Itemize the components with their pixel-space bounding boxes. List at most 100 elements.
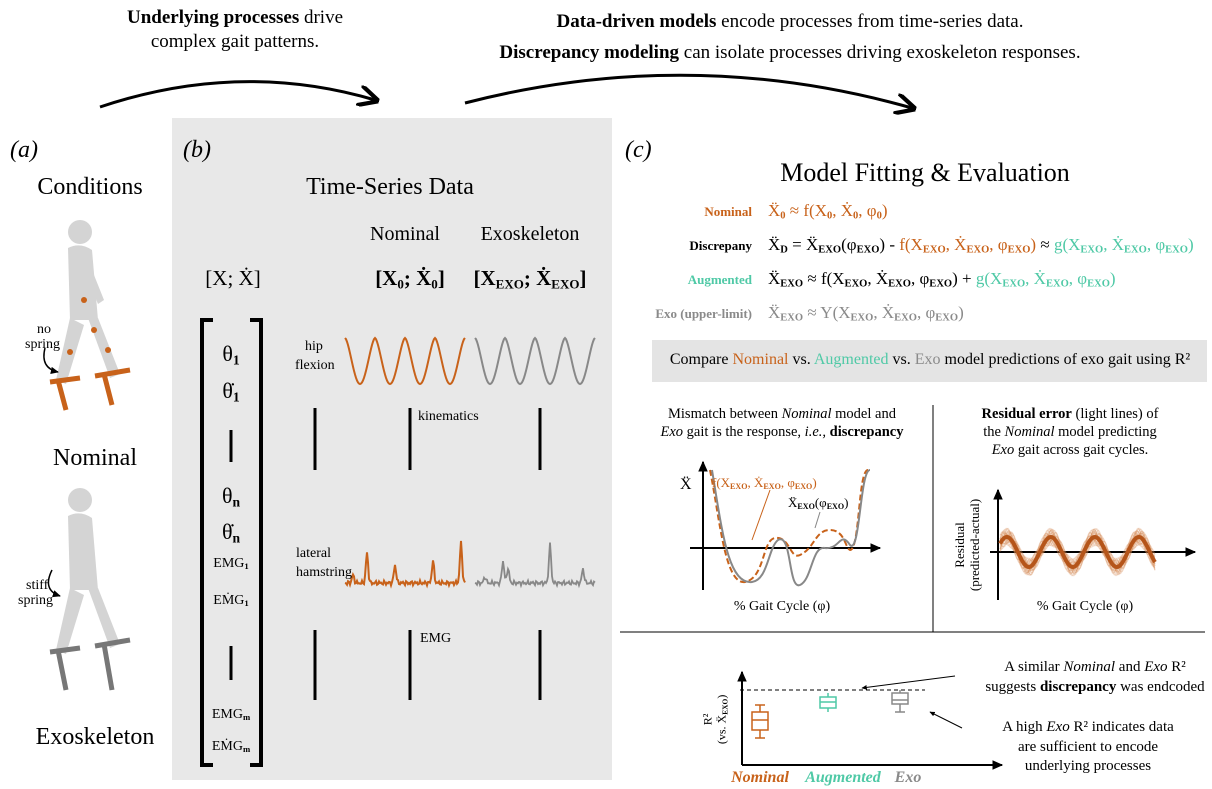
text-piece: ]: [579, 266, 587, 290]
text-piece: gait is the response,: [683, 424, 805, 441]
equation: ẌEXO ≈ Y(XEXO, ẊEXO, φEXO): [768, 302, 964, 323]
text-piece: , Ẋ: [873, 303, 895, 322]
text-line: Compare Nominal vs. Augmented vs. Exo mo…: [670, 350, 1190, 370]
text-piece: EMG: [211, 707, 243, 722]
left-axes: [690, 460, 882, 590]
text-line: are sufficient to encode: [1002, 738, 1174, 758]
text-piece: EXO: [1165, 244, 1188, 256]
compare-text: Compare Nominal vs. Augmented vs. Exo mo…: [670, 350, 1190, 370]
text-piece: Exo: [1144, 659, 1168, 675]
text-piece: , φ: [858, 201, 877, 220]
text-piece: , Ẋ: [1025, 269, 1046, 288]
annotation: A similar Nominal and Exo R² suggests dis…: [985, 657, 1204, 698]
text-piece: EXO: [856, 244, 880, 256]
panel-label: (c): [625, 137, 652, 163]
text-line: A high Exo R² indicates data: [1002, 718, 1174, 738]
text-piece: EXO: [780, 312, 804, 324]
text-piece: EXO: [929, 278, 953, 290]
signal-traces: [344, 336, 596, 589]
bottom-axes: [737, 670, 1004, 770]
text-piece: EXO: [1124, 244, 1147, 256]
text-piece: 0: [826, 210, 833, 222]
text-piece: f(X: [899, 235, 923, 254]
text-line: [XEXO; ẊEXO]: [473, 265, 586, 291]
column-header: Nominal: [370, 223, 440, 245]
text-piece: can isolate processes driving exoskeleto…: [679, 42, 1081, 64]
matrix-entry: EṀGm: [212, 738, 250, 756]
note: no spring: [25, 322, 60, 353]
text-line: EMG1: [213, 555, 248, 573]
trace: [474, 542, 596, 589]
label-line: flexion: [295, 357, 335, 373]
equation-label: Exo (upper-limit): [655, 306, 752, 321]
panel-title: Conditions: [37, 174, 143, 200]
text-line: ẌD = ẌEXO(φEXO) - f(XEXO, ẊEXO, φEXO) ≈ …: [768, 234, 1194, 255]
label-line: hip: [305, 339, 323, 354]
text-piece: A high: [1002, 719, 1047, 735]
matrix-entry: θ̇1: [222, 377, 239, 405]
text-piece: R²: [1167, 659, 1186, 675]
text-piece: , φ: [989, 235, 1008, 254]
text-piece: EXO: [826, 502, 845, 511]
text-line: θn: [222, 482, 240, 510]
text-piece: ): [715, 694, 729, 699]
text-piece: 0: [876, 210, 882, 222]
text-piece: model predicting: [1054, 424, 1157, 441]
text-piece: , Ẋ: [1103, 235, 1124, 254]
text-piece: EXO: [818, 244, 842, 256]
text-line: Augmented: [805, 768, 881, 788]
text-piece: θ̇: [222, 378, 233, 403]
subplot-title: Residual error (light lines) of the Nomin…: [982, 405, 1159, 459]
y-axis-label: R² (vs. ẌEXO): [701, 695, 730, 744]
text-piece: the: [983, 424, 1005, 441]
equation-label: Discrepany: [689, 238, 752, 253]
text-line: Mismatch between Nominal model and: [661, 405, 904, 423]
text-line: Ẍ0 ≈ f(X0, Ẋ0, φ0): [768, 200, 888, 221]
text-piece: [X: [473, 266, 496, 290]
text-line: θ̇n: [222, 518, 240, 546]
panel-title: Time-Series Data: [306, 174, 474, 200]
condition-label: Exoskeleton: [35, 724, 155, 750]
category-label: Augmented: [805, 768, 881, 788]
text-line: θ1: [222, 340, 239, 368]
arrow: [464, 73, 912, 108]
text-piece: ): [958, 303, 964, 322]
text-piece: , φ: [780, 475, 795, 490]
text-piece: Nominal: [1004, 424, 1055, 441]
column-header: Exoskeleton: [480, 223, 580, 245]
matrix-entry: EMGm: [212, 706, 250, 724]
text-piece: EXO: [763, 482, 781, 491]
text-piece: 1: [244, 598, 249, 609]
text-piece: Nominal: [732, 351, 789, 368]
arrow: [99, 80, 375, 109]
text-piece: (vs. Ẍ: [715, 714, 729, 745]
note-line: stiff: [26, 578, 49, 593]
text-piece: Augmented: [805, 769, 881, 786]
text-piece: EXO: [797, 502, 815, 511]
subplot-title: Mismatch between Nominal model and Exo ga…: [661, 405, 904, 441]
text-piece: suggests: [985, 679, 1040, 696]
condition-label: Nominal: [53, 445, 137, 471]
text-piece: θ: [221, 483, 233, 508]
note-line: no: [37, 322, 51, 337]
text-piece: Ẍ: [768, 235, 781, 254]
leader: [814, 511, 821, 529]
trace: [998, 534, 1157, 570]
text-line: underlying processes: [1002, 757, 1174, 777]
text-piece: (φ: [814, 495, 827, 510]
text-piece: vs.: [888, 351, 915, 368]
text-piece: Discrepancy modeling: [499, 42, 680, 64]
text-piece: discrepancy: [826, 424, 904, 441]
text-piece: ]: [437, 266, 445, 290]
arrow: [929, 711, 963, 729]
text-piece: ): [1030, 235, 1037, 254]
text-piece: , φ: [916, 303, 936, 322]
text-piece: Exo: [914, 351, 941, 368]
text-piece: gait across gait cycles.: [1014, 442, 1149, 459]
text-piece: Residual error: [981, 406, 1072, 422]
text-line: the Nominal model predicting: [982, 423, 1159, 441]
text-piece: (light lines) of: [1071, 406, 1159, 422]
panel-b-bg: [172, 118, 612, 780]
